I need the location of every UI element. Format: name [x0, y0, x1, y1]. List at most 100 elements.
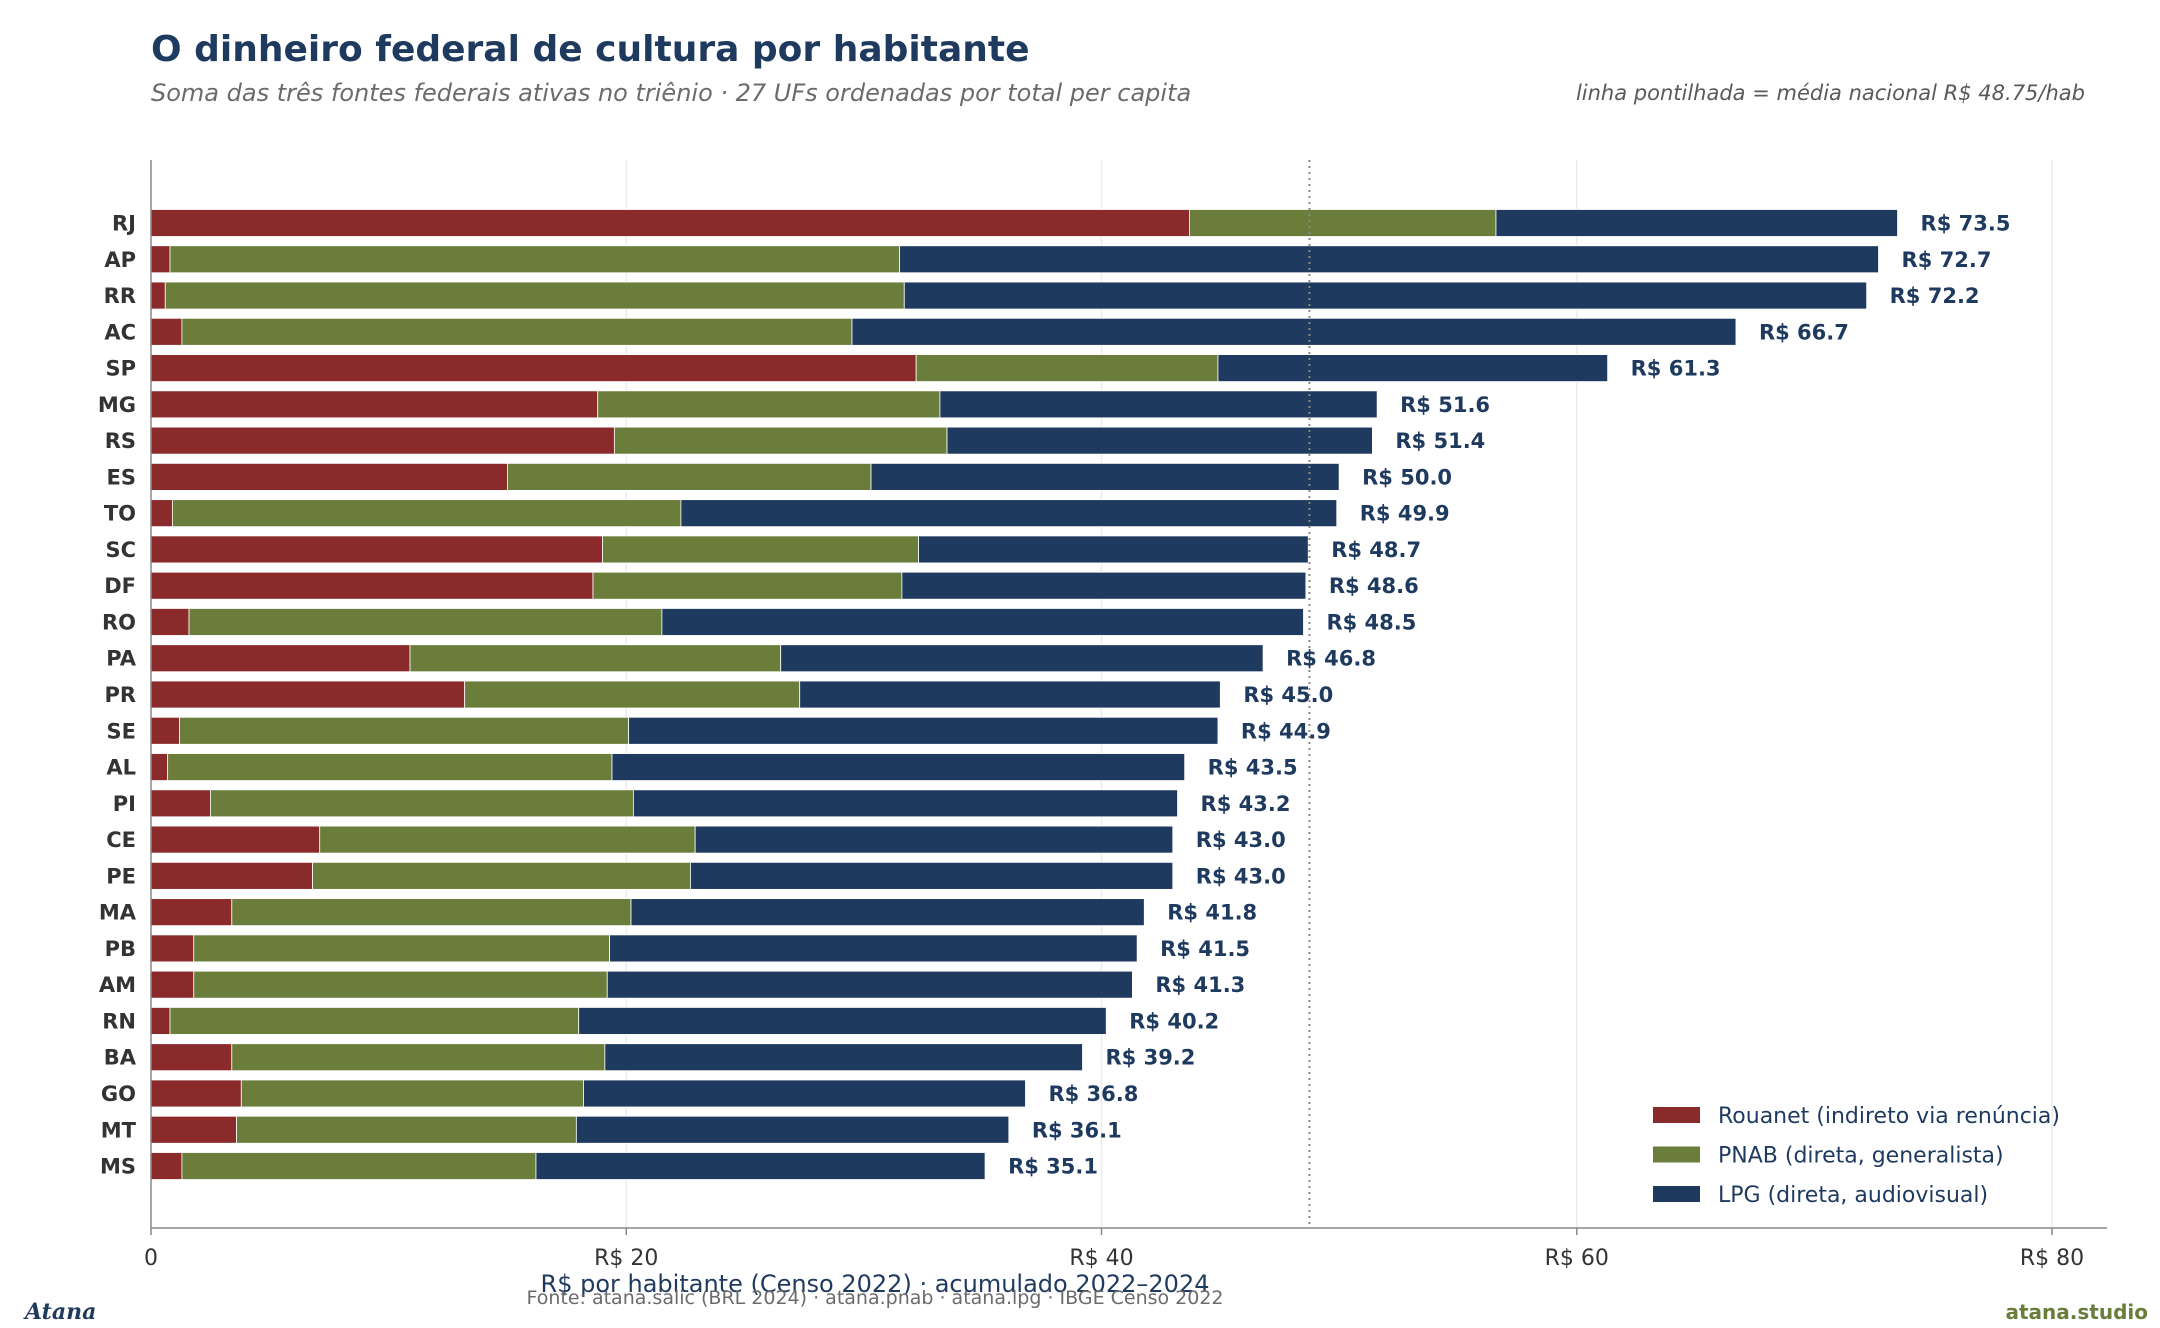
legend-label-1: PNAB (direta, generalista): [1718, 1144, 2004, 1169]
bar-segment-al-1: [167, 753, 613, 781]
bar-segment-sp-1: [915, 354, 1219, 382]
total-label: R$ 45.0: [1243, 683, 1333, 707]
y-tick-label: PE: [106, 864, 136, 888]
chart-title: O dinheiro federal de cultura por habita…: [151, 29, 1029, 70]
bar-segment-rr-0: [150, 281, 166, 310]
total-label: R$ 43.2: [1201, 792, 1291, 816]
bar-segment-pr-2: [799, 680, 1221, 709]
y-tick-label: MT: [101, 1118, 137, 1142]
bar-segment-to-0: [150, 499, 173, 528]
bar-segment-al-0: [150, 753, 169, 781]
bar-segment-ba-0: [150, 1043, 233, 1072]
y-tick-label: MA: [99, 901, 137, 925]
bar-segment-rn-1: [169, 1007, 580, 1035]
bar-segment-rn-2: [578, 1007, 1107, 1035]
bar-segment-ro-1: [188, 608, 663, 636]
total-label: R$ 48.7: [1331, 538, 1421, 562]
x-axis-title: R$ por habitante (Censo 2022) · acumulad…: [541, 1270, 1210, 1298]
y-tick-label: DF: [104, 574, 136, 598]
bar-segment-pa-0: [150, 644, 411, 673]
y-tick-label: MG: [98, 393, 136, 417]
bar-segment-ac-0: [150, 317, 183, 346]
y-tick-label: AC: [104, 320, 136, 344]
bar-segment-to-2: [680, 499, 1338, 528]
bar-segment-df-1: [592, 571, 903, 600]
legend-swatch-0: [1653, 1107, 1700, 1123]
x-tick-label: R$ 40: [1069, 1246, 1133, 1271]
bar-segment-ce-1: [319, 825, 696, 854]
y-tick-label: PA: [106, 647, 136, 671]
bar-segment-se-0: [150, 716, 180, 745]
bar-segment-se-1: [179, 716, 630, 745]
total-label: R$ 51.6: [1400, 393, 1490, 417]
y-tick-label: RR: [104, 284, 136, 308]
bar-segment-ce-2: [694, 825, 1174, 854]
bar-segment-rs-1: [613, 426, 948, 455]
total-label: R$ 49.9: [1360, 502, 1450, 526]
bar-segment-sc-2: [918, 535, 1309, 564]
brand-logo-left: Atana: [23, 1299, 96, 1325]
y-tick-label: PI: [113, 792, 136, 816]
bar-segment-rj-0: [150, 209, 1190, 237]
bar-segment-rs-0: [150, 426, 615, 455]
bar-segment-ac-1: [181, 317, 853, 346]
bar-segment-ms-0: [150, 1152, 183, 1180]
total-label: R$ 40.2: [1129, 1009, 1219, 1033]
y-tick-label: RJ: [112, 212, 136, 236]
y-tick-label: PB: [105, 937, 136, 961]
bar-segment-rj-1: [1189, 209, 1497, 237]
bar-segment-ms-2: [535, 1152, 986, 1180]
bar-segment-es-1: [507, 462, 872, 491]
total-label: R$ 39.2: [1105, 1046, 1195, 1070]
bar-segment-rs-2: [946, 426, 1373, 455]
bar-segment-ma-1: [231, 898, 632, 927]
bar-segment-pr-0: [150, 680, 466, 709]
legend: Rouanet (indireto via renúncia) PNAB (dir…: [1653, 1104, 2060, 1208]
source-note: Fonte: atana.salic (BRL 2024) · atana.pn…: [526, 1287, 1223, 1309]
bar-segment-ap-0: [150, 245, 171, 274]
bar-segment-go-2: [583, 1079, 1026, 1108]
x-tick-label: R$ 80: [2020, 1246, 2084, 1271]
bar-segment-mg-1: [597, 390, 941, 419]
bar-segment-mt-1: [236, 1115, 577, 1144]
bar-segment-ce-0: [150, 825, 321, 854]
bar-segment-to-1: [171, 499, 682, 528]
total-label: R$ 43.5: [1208, 756, 1298, 780]
bar-segment-sp-2: [1217, 354, 1609, 382]
total-label: R$ 36.1: [1032, 1118, 1122, 1142]
y-tick-label: SC: [105, 538, 136, 562]
y-tick-label: CE: [106, 828, 136, 852]
bar-segment-ap-1: [169, 245, 900, 274]
bar-segment-mt-0: [150, 1115, 237, 1144]
bar-segment-pb-1: [193, 934, 611, 963]
bar-segment-ma-2: [630, 898, 1145, 927]
bar-segment-go-0: [150, 1079, 242, 1108]
bar-segment-sc-0: [150, 535, 603, 564]
y-tick-label: SP: [105, 357, 136, 381]
bar-segment-al-2: [611, 753, 1186, 781]
bar-segment-se-2: [628, 716, 1219, 745]
bar-segment-rr-2: [903, 281, 1868, 310]
bar-segment-sc-1: [602, 535, 919, 564]
bar-segment-df-0: [150, 571, 594, 600]
y-tick-label: GO: [101, 1082, 136, 1106]
bar-segment-ba-1: [231, 1043, 606, 1072]
bar-segment-pa-2: [780, 644, 1264, 673]
y-tick-label: RN: [102, 1009, 136, 1033]
bar-segment-am-1: [193, 970, 608, 999]
bar-segment-ap-2: [899, 245, 1879, 274]
bar-segment-pi-0: [150, 789, 211, 818]
total-label: R$ 46.8: [1286, 647, 1376, 671]
bar-segment-ma-0: [150, 898, 233, 927]
total-label: R$ 50.0: [1362, 465, 1452, 489]
total-label: R$ 51.4: [1395, 429, 1485, 453]
y-tick-label: PR: [104, 683, 136, 707]
bar-segment-mg-0: [150, 390, 599, 419]
total-label: R$ 73.5: [1921, 212, 2011, 236]
legend-label-2: LPG (direta, audiovisual): [1718, 1183, 1988, 1208]
y-tick-label: AL: [106, 756, 136, 780]
total-label: R$ 36.8: [1048, 1082, 1138, 1106]
y-tick-label: SE: [107, 719, 136, 743]
bar-segment-pe-2: [690, 861, 1174, 890]
